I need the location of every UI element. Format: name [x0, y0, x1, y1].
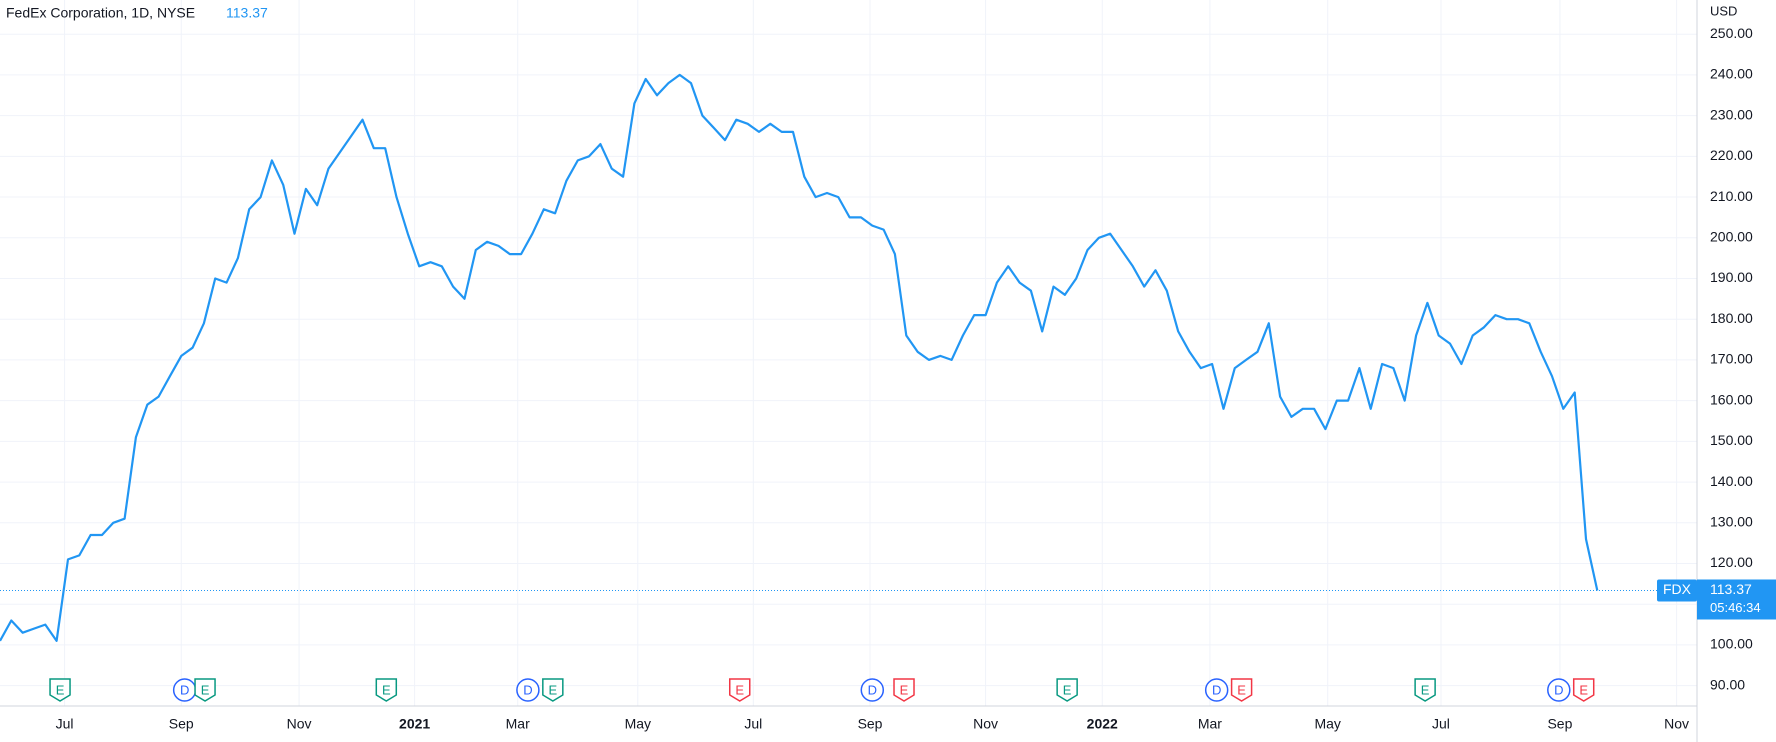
- event-label: E: [1421, 682, 1430, 697]
- countdown-label: 05:46:34: [1710, 600, 1761, 615]
- symbol-label: FDX: [1663, 581, 1692, 597]
- event-marker: E: [49, 678, 71, 702]
- y-tick-label: 210.00: [1710, 188, 1753, 204]
- price-line: [0, 73, 1599, 642]
- event-badge: [194, 678, 216, 702]
- x-tick-label: Nov: [1664, 716, 1689, 732]
- event-badge: [1414, 678, 1436, 702]
- event-marker: E: [1056, 678, 1078, 702]
- x-tick-label: Sep: [169, 716, 194, 732]
- y-tick-label: 120.00: [1710, 554, 1753, 570]
- event-marker: E: [1572, 678, 1595, 702]
- event-badge: [1056, 678, 1078, 702]
- x-tick-label: 2021: [399, 716, 430, 732]
- event-label: E: [1063, 682, 1072, 697]
- last-price-label: 113.37: [1710, 581, 1752, 597]
- event-label: D: [523, 682, 532, 697]
- event-marker: E: [375, 678, 398, 702]
- event-label: D: [180, 682, 189, 697]
- y-tick-label: 130.00: [1710, 513, 1753, 529]
- currency-label: USD: [1710, 3, 1737, 18]
- event-badge: [860, 678, 885, 702]
- x-tick-label: Jul: [56, 716, 74, 732]
- y-tick-label: 100.00: [1710, 636, 1753, 652]
- event-label: E: [548, 682, 557, 697]
- y-tick-label: 160.00: [1710, 391, 1753, 407]
- y-tick-label: 190.00: [1710, 269, 1753, 285]
- y-tick-label: 180.00: [1710, 310, 1753, 326]
- event-label: D: [1554, 682, 1563, 697]
- event-label: D: [1212, 682, 1221, 697]
- symbol-badge: [1657, 579, 1697, 602]
- event-label: E: [735, 682, 744, 697]
- x-tick-label: Jul: [1432, 716, 1450, 732]
- event-badge: [375, 678, 398, 702]
- y-tick-label: 150.00: [1710, 432, 1753, 448]
- event-badge: [1572, 678, 1595, 702]
- event-badge: [49, 678, 71, 702]
- y-tick-label: 250.00: [1710, 25, 1753, 41]
- event-badge: [1230, 678, 1253, 702]
- y-tick-label: 200.00: [1710, 228, 1753, 244]
- event-label: E: [56, 682, 65, 697]
- event-marker: E: [1414, 678, 1436, 702]
- y-tick-label: 140.00: [1710, 473, 1753, 489]
- event-marker: D: [1547, 678, 1571, 702]
- x-tick-label: Nov: [973, 716, 998, 732]
- x-tick-label: Mar: [506, 716, 530, 732]
- x-tick-label: Sep: [1547, 716, 1572, 732]
- event-label: E: [900, 682, 909, 697]
- x-tick-label: Nov: [287, 716, 312, 732]
- event-marker: D: [860, 678, 885, 702]
- y-tick-label: 240.00: [1710, 66, 1753, 82]
- event-badge: [728, 678, 751, 702]
- x-tick-label: Mar: [1198, 716, 1222, 732]
- event-label: E: [201, 682, 210, 697]
- event-marker: E: [194, 678, 216, 702]
- event-marker: D: [172, 678, 197, 702]
- event-badge: [1204, 678, 1229, 702]
- x-tick-label: Sep: [858, 716, 883, 732]
- chart-title: FedEx Corporation, 1D, NYSE: [6, 5, 195, 21]
- event-label: E: [382, 682, 391, 697]
- event-marker: E: [893, 678, 915, 702]
- event-marker: E: [728, 678, 751, 702]
- x-tick-label: Jul: [744, 716, 762, 732]
- event-marker: E: [542, 678, 564, 702]
- y-tick-label: 220.00: [1710, 147, 1753, 163]
- event-badge: [516, 678, 540, 702]
- x-tick-label: May: [625, 716, 651, 732]
- last-price-box: [1697, 579, 1776, 620]
- event-label: D: [868, 682, 877, 697]
- event-badge: [1547, 678, 1571, 702]
- event-marker: D: [1204, 678, 1229, 702]
- y-tick-label: 170.00: [1710, 351, 1753, 367]
- header-last-price: 113.37: [226, 5, 268, 21]
- x-tick-label: May: [1314, 716, 1340, 732]
- event-badge: [542, 678, 564, 702]
- event-marker: D: [516, 678, 540, 702]
- y-tick-label: 230.00: [1710, 106, 1753, 122]
- y-tick-label: 90.00: [1710, 676, 1745, 692]
- event-label: E: [1579, 682, 1588, 697]
- event-badge: [893, 678, 915, 702]
- x-tick-label: 2022: [1087, 716, 1118, 732]
- event-marker: E: [1230, 678, 1253, 702]
- event-label: E: [1237, 682, 1246, 697]
